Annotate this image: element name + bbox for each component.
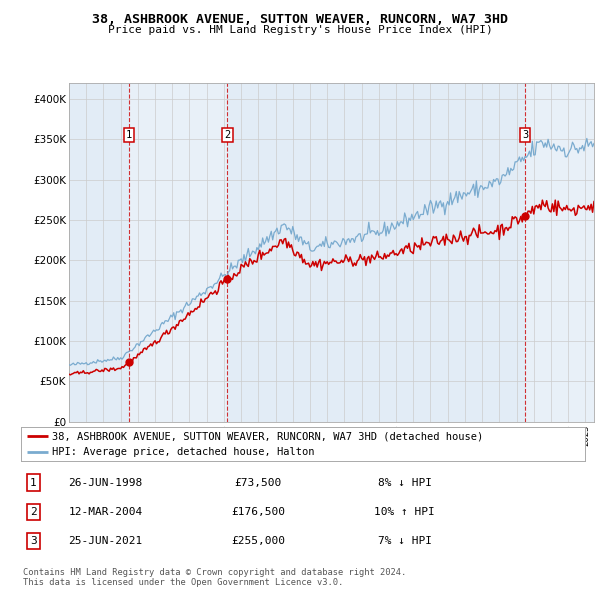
- Text: £73,500: £73,500: [234, 477, 281, 487]
- Text: 8% ↓ HPI: 8% ↓ HPI: [377, 477, 431, 487]
- Text: Contains HM Land Registry data © Crown copyright and database right 2024.
This d: Contains HM Land Registry data © Crown c…: [23, 568, 406, 587]
- Text: 1: 1: [30, 477, 37, 487]
- Text: 2: 2: [224, 130, 230, 140]
- Text: Price paid vs. HM Land Registry's House Price Index (HPI): Price paid vs. HM Land Registry's House …: [107, 25, 493, 35]
- Text: 2: 2: [30, 507, 37, 517]
- Text: 26-JUN-1998: 26-JUN-1998: [68, 477, 143, 487]
- Text: £255,000: £255,000: [231, 536, 285, 546]
- Text: HPI: Average price, detached house, Halton: HPI: Average price, detached house, Halt…: [52, 447, 314, 457]
- Text: 38, ASHBROOK AVENUE, SUTTON WEAVER, RUNCORN, WA7 3HD: 38, ASHBROOK AVENUE, SUTTON WEAVER, RUNC…: [92, 13, 508, 26]
- Text: 12-MAR-2004: 12-MAR-2004: [68, 507, 143, 517]
- Text: 3: 3: [522, 130, 528, 140]
- Bar: [227, 83, 525, 422]
- Text: 25-JUN-2021: 25-JUN-2021: [68, 536, 143, 546]
- Text: 38, ASHBROOK AVENUE, SUTTON WEAVER, RUNCORN, WA7 3HD (detached house): 38, ASHBROOK AVENUE, SUTTON WEAVER, RUNC…: [52, 431, 483, 441]
- Text: 7% ↓ HPI: 7% ↓ HPI: [377, 536, 431, 546]
- Text: £176,500: £176,500: [231, 507, 285, 517]
- Bar: [69, 83, 129, 422]
- Text: 10% ↑ HPI: 10% ↑ HPI: [374, 507, 435, 517]
- Text: 1: 1: [126, 130, 132, 140]
- Text: 3: 3: [30, 536, 37, 546]
